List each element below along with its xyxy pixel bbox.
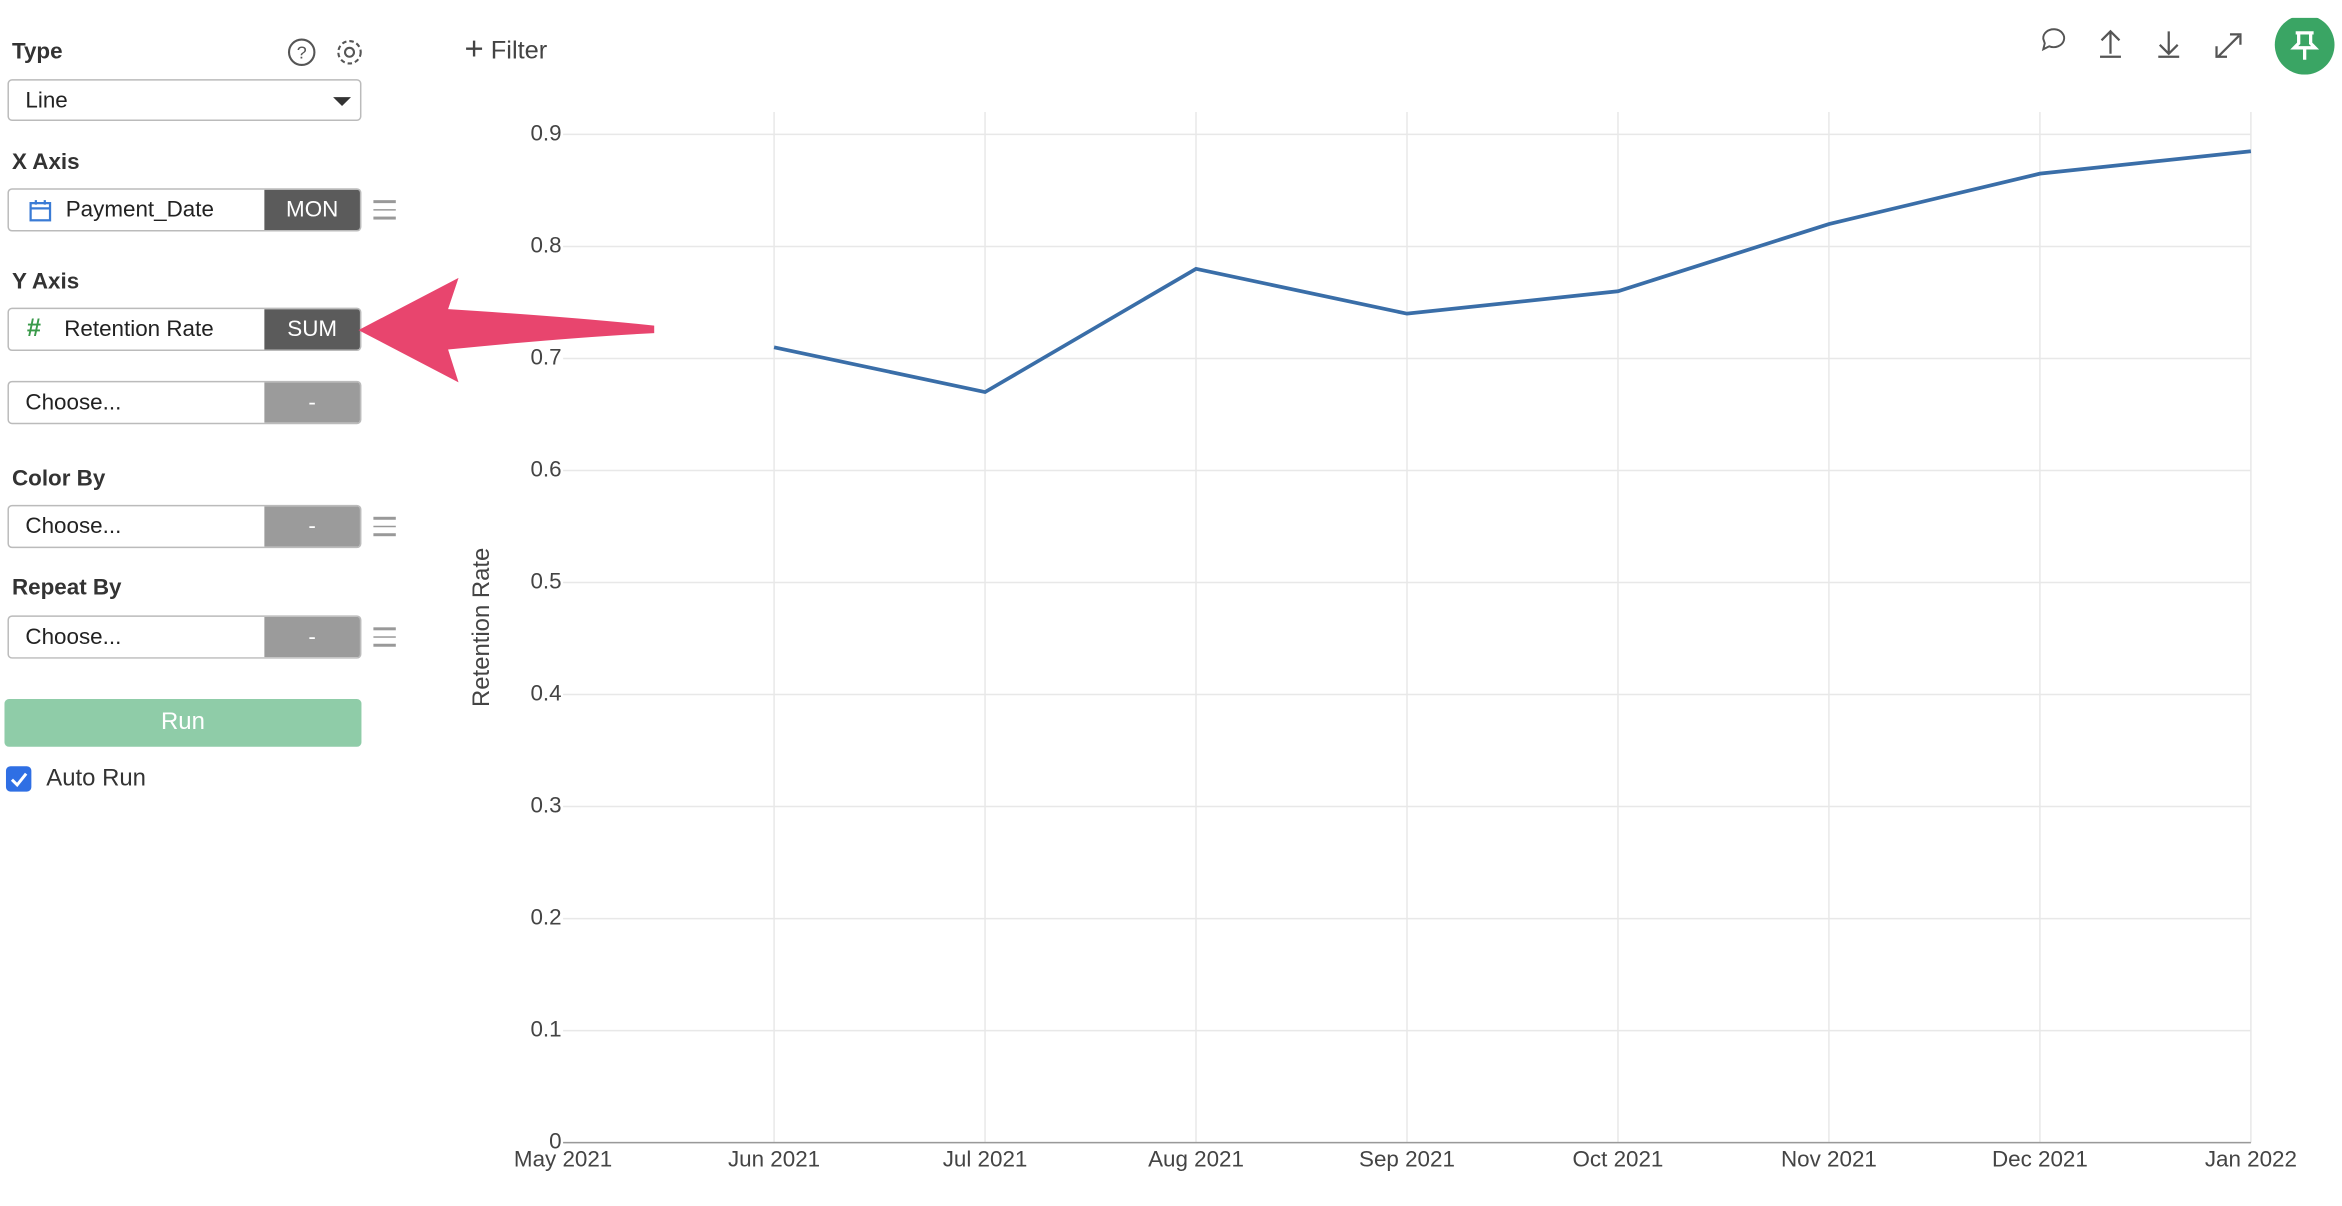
y-agg[interactable]: SUM <box>264 309 360 350</box>
y2-field[interactable]: Choose... - <box>7 380 362 425</box>
y-tick-label: 0.2 <box>530 904 561 929</box>
repeat-by-name: Choose... <box>25 624 122 650</box>
data-line <box>773 149 2252 395</box>
x-tick-label: May 2021 <box>514 1146 612 1171</box>
download-icon[interactable] <box>2158 31 2180 58</box>
x-tick-label: Nov 2021 <box>1781 1146 1877 1171</box>
repeat-by-field[interactable]: Choose... - <box>7 615 362 659</box>
svg-text:?: ? <box>297 43 307 63</box>
y2-field-name: Choose... <box>25 389 122 416</box>
type-select[interactable]: Line <box>7 79 362 121</box>
run-button[interactable]: Run <box>4 699 362 747</box>
calendar-icon <box>29 200 52 222</box>
color-by-name: Choose... <box>25 513 122 540</box>
auto-run-checkbox[interactable] <box>5 766 32 792</box>
annotation-arrow <box>358 277 655 383</box>
number-icon: # <box>26 313 42 343</box>
x-agg[interactable]: MON <box>264 189 360 231</box>
y-tick-label: 0.3 <box>530 792 561 817</box>
comment-icon[interactable] <box>2041 28 2066 52</box>
y2-agg[interactable]: - <box>264 382 360 423</box>
y-tick-label: 0.4 <box>530 680 561 705</box>
y-field[interactable]: # Retention Rate SUM <box>7 307 362 352</box>
y-tick-label: 0.6 <box>530 456 561 481</box>
x-tick-label: Aug 2021 <box>1148 1146 1244 1171</box>
check <box>10 772 28 788</box>
y-tick-label: 0.9 <box>530 120 561 145</box>
expand-icon[interactable] <box>2215 33 2242 58</box>
x-tick-label: Dec 2021 <box>1992 1146 2088 1171</box>
plus-icon: + <box>464 29 484 68</box>
repeat-menu[interactable] <box>373 627 396 652</box>
color-by-agg[interactable]: - <box>264 506 360 547</box>
type-value: Line <box>25 88 68 114</box>
y-axis-title: Retention Rate <box>468 548 495 707</box>
y-tick-label: 0 <box>549 1129 561 1154</box>
filter-label: Filter <box>490 35 548 65</box>
x-tick-label: Sep 2021 <box>1359 1146 1455 1171</box>
repeat-by-label: Repeat By <box>11 575 122 601</box>
y-field-name: Retention Rate <box>64 316 214 343</box>
x-tick-label: Jun 2021 <box>728 1146 820 1171</box>
x-tick-label: Jul 2021 <box>943 1146 1028 1171</box>
x-field[interactable]: Payment_Date MON <box>7 188 362 232</box>
y-tick-label: 0.7 <box>530 344 561 369</box>
auto-run-label: Auto Run <box>46 766 146 792</box>
y-tick-label: 0.8 <box>530 232 561 257</box>
type-label: Type <box>11 38 63 65</box>
y-tick-label: 0.1 <box>530 1017 561 1042</box>
x-menu[interactable] <box>373 200 396 225</box>
caret <box>333 97 352 107</box>
repeat-by-agg[interactable]: - <box>264 616 360 658</box>
y-tick-label: 0.5 <box>530 568 561 593</box>
x-tick-label: Jan 2022 <box>2205 1146 2297 1171</box>
color-by-field[interactable]: Choose... - <box>7 504 362 549</box>
y-axis-label: Y Axis <box>11 268 80 295</box>
filter-button[interactable]: + Filter <box>465 28 548 67</box>
x-field-name: Payment_Date <box>65 197 214 223</box>
color-by-label: Color By <box>11 466 106 492</box>
type-icons: ? <box>287 38 362 67</box>
pin-icon <box>2290 31 2320 60</box>
x-tick-label: Oct 2021 <box>1573 1146 1664 1171</box>
x-axis-label: X Axis <box>11 149 80 175</box>
toolbar-icons <box>2041 17 2335 75</box>
upload-icon[interactable] <box>2100 29 2121 58</box>
color-menu[interactable] <box>373 516 396 542</box>
